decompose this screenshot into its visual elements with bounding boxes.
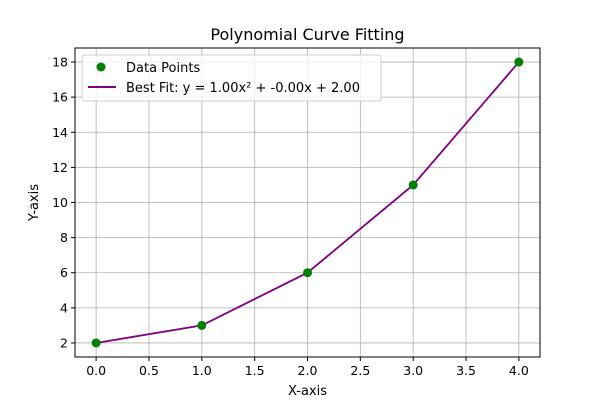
y-tick-label: 4	[60, 300, 68, 315]
legend-frame	[81, 54, 382, 102]
x-tick-label: 0.0	[86, 363, 106, 378]
legend-label-data-points: Data Points	[126, 61, 200, 76]
data-point	[197, 320, 207, 330]
chart-title: Polynomial Curve Fitting	[210, 25, 404, 44]
y-tick-label: 8	[60, 230, 68, 245]
x-tick-label: 1.0	[192, 363, 212, 378]
y-tick-label: 16	[52, 90, 68, 105]
x-tick-label: 3.0	[403, 363, 423, 378]
series-layer	[91, 57, 524, 348]
x-tick-label: 2.0	[298, 363, 318, 378]
legend-scatter-marker	[96, 62, 106, 72]
legend: Data Points Best Fit: y = 1.00x² + -0.00…	[81, 54, 382, 102]
y-tick-label: 10	[52, 195, 68, 210]
legend-label-best-fit: Best Fit: y = 1.00x² + -0.00x + 2.00	[126, 81, 360, 96]
data-point	[303, 268, 312, 278]
data-point	[514, 57, 524, 67]
y-tick-label: 12	[52, 160, 68, 175]
x-ticks: 0.0 0.5 1.0 1.5 2.0 2.5 3.0 3.5 4.0	[86, 357, 529, 378]
y-tick-label: 2	[60, 335, 68, 350]
y-tick-label: 6	[60, 265, 68, 280]
x-tick-label: 4.0	[509, 363, 529, 378]
y-ticks: 2 4 6 8 10 12 14 16 18	[52, 55, 75, 350]
y-axis-title: Y-axis	[27, 184, 42, 222]
x-tick-label: 2.5	[350, 363, 370, 378]
x-tick-label: 1.5	[245, 363, 265, 378]
y-tick-label: 18	[52, 55, 68, 70]
y-tick-label: 14	[52, 125, 68, 140]
data-point	[91, 338, 101, 348]
x-tick-label: 3.5	[456, 363, 476, 378]
data-point	[408, 180, 418, 190]
x-axis-title: X-axis	[288, 384, 327, 399]
x-tick-label: 0.5	[139, 363, 159, 378]
